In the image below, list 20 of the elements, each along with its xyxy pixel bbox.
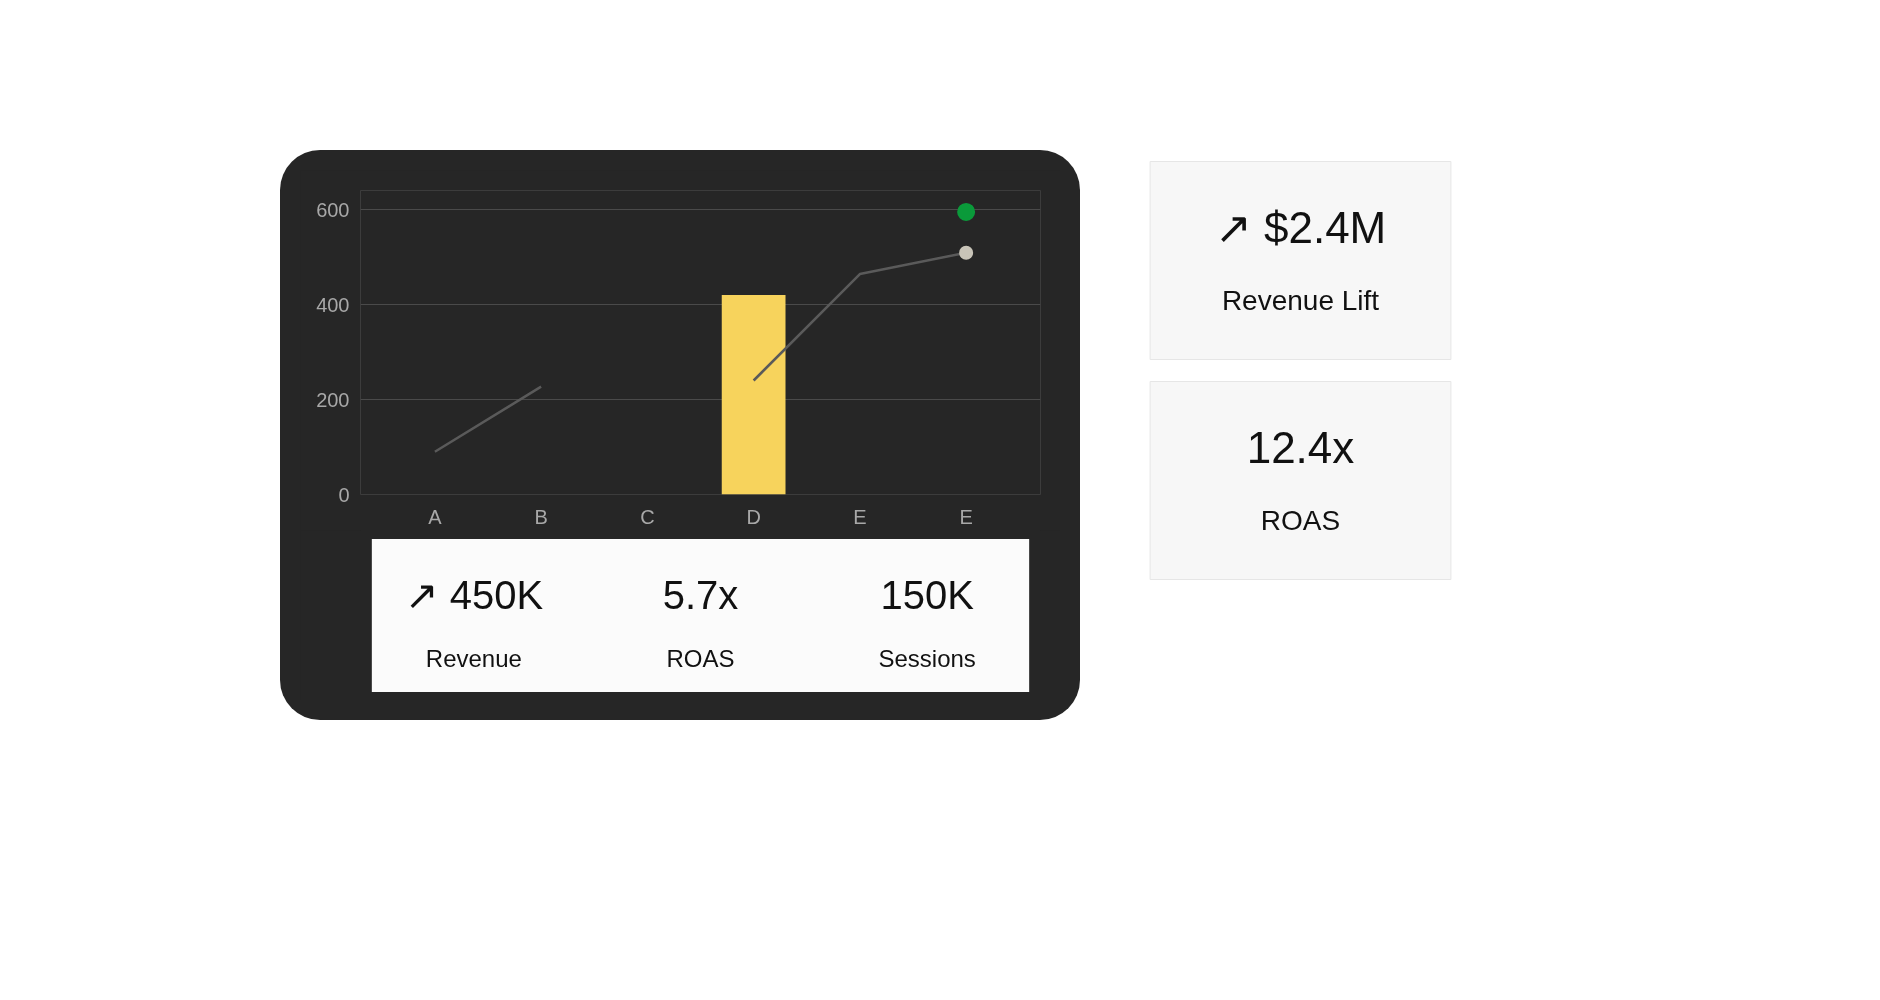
text: Revenue Lift (1221, 284, 1380, 316)
text: Sessions (878, 644, 976, 672)
x-tick-label: A (428, 505, 443, 528)
y-tick-label: 200 (316, 388, 350, 411)
x-tick-label: E (959, 505, 973, 528)
text: 150K (880, 573, 975, 618)
text: ↗ 450K (404, 573, 544, 618)
x-tick-label: D (746, 505, 761, 528)
text: ROAS (666, 644, 735, 672)
y-tick-label: 600 (316, 198, 350, 221)
text: Revenue (425, 644, 522, 672)
x-tick-label: B (534, 505, 548, 528)
y-tick-label: 400 (316, 293, 350, 316)
text: 12.4x (1246, 423, 1355, 472)
x-tick-label: E (853, 505, 867, 528)
text: ROAS (1260, 504, 1341, 536)
y-tick-label: 0 (338, 483, 350, 506)
x-tick-label: C (640, 505, 655, 528)
text: ↗ $2.4M (1214, 203, 1387, 252)
text: 5.7x (662, 573, 739, 618)
